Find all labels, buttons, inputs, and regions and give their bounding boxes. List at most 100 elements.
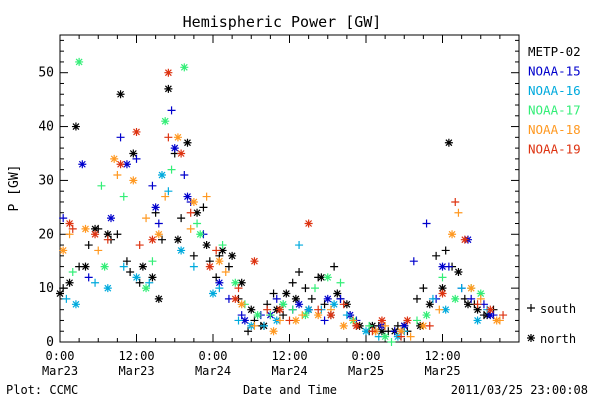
marker-legend: south north	[527, 302, 576, 346]
south-point	[314, 305, 323, 314]
x-tick-label-date: Mar25	[348, 364, 384, 378]
south-point	[94, 246, 103, 255]
north-point	[486, 305, 495, 314]
north-point	[377, 316, 386, 325]
south-point	[451, 197, 460, 206]
north-point	[279, 300, 288, 309]
south-point	[68, 267, 77, 276]
south-point	[189, 251, 198, 260]
south-point	[250, 321, 259, 330]
south-point	[154, 219, 163, 228]
legend-entry: NOAA-15	[528, 64, 581, 79]
x-tick-label-date: Mar25	[424, 364, 460, 378]
north-point	[362, 327, 370, 336]
north-point	[183, 138, 192, 147]
x-tick-label-time: 0:00	[199, 349, 228, 363]
north-point	[177, 246, 186, 255]
north-point	[65, 278, 74, 287]
south-point	[161, 192, 170, 201]
north-point	[122, 160, 131, 169]
north-point	[441, 305, 450, 314]
south-point	[301, 284, 310, 293]
south-point	[91, 278, 100, 287]
south-point	[148, 257, 157, 266]
south-point	[467, 294, 476, 303]
north-point	[403, 316, 412, 325]
north-point	[330, 300, 339, 309]
south-point	[432, 251, 441, 260]
south-point	[62, 294, 71, 303]
north-point	[71, 122, 80, 131]
north-point	[467, 284, 476, 293]
south-point	[116, 133, 125, 142]
north-point	[154, 230, 163, 239]
south-point	[428, 294, 437, 303]
south-point	[189, 262, 198, 271]
south-point	[202, 192, 211, 201]
south-point	[167, 106, 176, 115]
north-point	[180, 63, 189, 72]
south-point	[186, 224, 195, 233]
north-point	[326, 311, 335, 320]
north-point	[237, 278, 246, 287]
south-point	[59, 214, 68, 223]
north-point	[132, 273, 141, 282]
south-point	[142, 214, 151, 223]
north-point	[59, 246, 68, 255]
north-point	[81, 224, 90, 233]
north-point	[56, 289, 64, 298]
north-point	[438, 284, 447, 293]
south-point	[221, 267, 230, 276]
north-point	[129, 149, 138, 158]
north-point	[291, 294, 300, 303]
south-point	[269, 289, 278, 298]
south-point	[413, 316, 421, 325]
north-point	[314, 311, 323, 320]
legend-entry: NOAA-17	[528, 103, 581, 118]
south-point	[113, 171, 122, 180]
north-point	[205, 262, 214, 271]
south-point	[113, 230, 122, 239]
y-tick-label: 50	[38, 66, 54, 81]
north-point	[164, 84, 173, 93]
south-point	[212, 246, 221, 255]
north-point	[250, 257, 259, 266]
south-point	[122, 257, 131, 266]
y-tick-label: 30	[38, 173, 54, 188]
south-point	[365, 321, 374, 330]
x-tick-label-date: Mar23	[42, 364, 78, 378]
south-point	[164, 187, 173, 196]
south-point	[311, 284, 319, 293]
y-tick-label: 20	[38, 227, 54, 242]
south-point	[193, 219, 202, 228]
legend: METP-02 NOAA-15 NOAA-16 NOAA-17 NOAA-18 NOAA-…	[528, 44, 581, 157]
north-point	[425, 300, 434, 309]
series-noaa-15	[59, 106, 498, 336]
legend-entry: METP-02	[528, 44, 581, 59]
south-point	[406, 332, 415, 341]
south-point	[288, 278, 297, 287]
series-noaa-18	[59, 133, 504, 341]
north-point	[454, 267, 463, 276]
south-point	[272, 294, 281, 303]
north-point	[75, 57, 84, 66]
south-point	[199, 203, 208, 212]
south-point	[285, 316, 294, 325]
legend-entry: NOAA-18	[528, 122, 581, 137]
south-point	[234, 284, 243, 293]
north-point	[464, 300, 472, 309]
north-point	[202, 241, 211, 250]
south-point	[295, 241, 304, 250]
south-point	[409, 257, 418, 266]
south-point	[167, 165, 176, 174]
north-point	[400, 321, 409, 330]
south-point	[368, 327, 377, 336]
footer-timestamp: 2011/03/25 23:00:08	[451, 383, 588, 397]
south-point	[336, 278, 345, 287]
north-point	[173, 235, 182, 244]
south-point	[499, 311, 508, 320]
south-point	[288, 305, 297, 314]
south-point	[84, 241, 93, 250]
north-point	[170, 144, 179, 153]
south-point	[132, 154, 141, 163]
